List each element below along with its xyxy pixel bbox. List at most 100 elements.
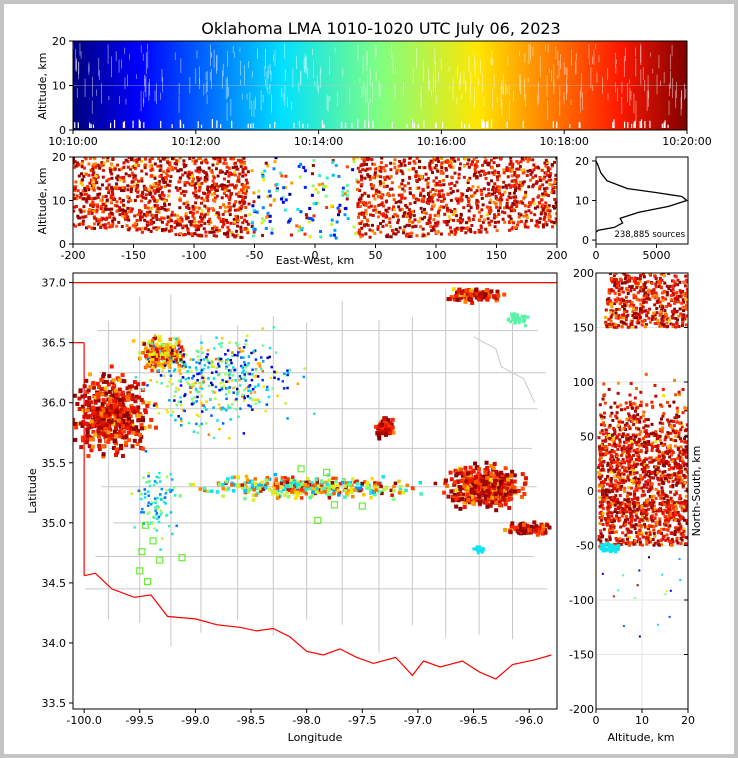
ew-source	[389, 235, 393, 239]
plan-source	[87, 372, 92, 377]
plan-source	[147, 342, 151, 346]
plan-source	[304, 480, 308, 485]
plan-source	[113, 403, 118, 408]
ew-source	[168, 161, 172, 165]
ew-source	[409, 234, 413, 238]
ew-source	[445, 206, 449, 210]
plan-source	[86, 388, 91, 393]
ew-source	[355, 187, 359, 191]
ew-source	[490, 219, 494, 223]
ew-source	[241, 198, 245, 202]
plan-source	[221, 486, 226, 491]
ew-source	[448, 182, 452, 186]
plan-source	[132, 426, 137, 431]
ew-source	[352, 225, 356, 229]
ew-source	[91, 200, 95, 204]
ew-source	[446, 192, 450, 196]
plan-source	[75, 402, 80, 407]
ew-source	[542, 217, 546, 221]
plan-source	[317, 490, 321, 494]
ew-source	[123, 215, 127, 219]
plan-source	[282, 387, 286, 390]
plan-source	[172, 360, 175, 364]
ew-source	[372, 176, 376, 180]
plan-source	[267, 487, 272, 492]
ew-source	[421, 217, 425, 221]
ew-source	[241, 174, 245, 178]
ew-source	[523, 225, 527, 229]
ew-source	[415, 234, 419, 238]
plan-source	[151, 346, 156, 350]
ew-source	[303, 232, 307, 236]
ew-source	[226, 225, 230, 229]
plan-source	[85, 427, 90, 432]
ew-source	[480, 192, 484, 196]
ew-source	[222, 161, 226, 165]
ew-source	[420, 210, 424, 214]
ew-source	[78, 216, 82, 220]
plan-source	[145, 480, 148, 484]
ew-source	[118, 176, 122, 180]
ew-source	[166, 157, 170, 160]
ew-source	[371, 194, 375, 198]
ew-source	[244, 192, 248, 196]
ew-source	[428, 161, 432, 165]
plan-source	[240, 356, 243, 359]
ew-source	[531, 158, 535, 162]
plan-source	[468, 465, 473, 470]
ew-source	[165, 223, 169, 227]
ew-source	[363, 215, 367, 219]
ew-source	[251, 234, 255, 238]
ew-source	[143, 218, 147, 222]
ew-source	[94, 174, 98, 178]
ew-source	[499, 157, 503, 160]
ew-source	[157, 157, 161, 161]
ew-source	[373, 173, 377, 177]
ew-source	[540, 205, 544, 209]
plan-source	[238, 378, 241, 382]
ew-source	[427, 218, 431, 222]
ew-source	[160, 191, 164, 195]
ew-source	[495, 175, 499, 179]
ew-source	[373, 231, 377, 235]
plan-source	[200, 410, 204, 413]
ew-source	[529, 178, 533, 182]
plan-source	[453, 480, 458, 485]
plan-source	[187, 382, 190, 386]
ew-source	[442, 205, 446, 209]
plan-source	[207, 377, 210, 380]
ew-source	[296, 207, 300, 211]
ew-source	[535, 180, 539, 184]
ew-source	[405, 205, 409, 209]
ew-source	[496, 209, 500, 213]
ew-source	[126, 206, 130, 210]
plan-source	[190, 398, 194, 401]
ew-source	[201, 191, 205, 195]
plan-source	[370, 476, 375, 481]
plan-source	[168, 342, 173, 347]
plan-source	[147, 362, 151, 367]
plan-source	[195, 361, 198, 364]
plan-source	[79, 445, 84, 450]
ew-source	[531, 197, 535, 201]
ew-source	[455, 180, 459, 184]
ew-source	[437, 193, 441, 197]
plan-source	[251, 498, 256, 502]
ew-source	[208, 217, 212, 221]
ew-source	[391, 215, 395, 219]
ew-source	[229, 157, 233, 161]
ew-source	[140, 179, 144, 183]
plan-source	[155, 505, 159, 508]
ew-source	[356, 166, 360, 170]
ew-source	[244, 178, 248, 182]
plan-source	[465, 485, 470, 490]
plan-source	[247, 385, 250, 389]
ew-source	[153, 162, 157, 166]
ew-source	[132, 158, 136, 162]
plan-source	[360, 481, 365, 486]
ew-source	[493, 182, 497, 186]
plan-source	[207, 384, 211, 388]
ew-source	[343, 213, 347, 217]
plan-source	[443, 478, 448, 483]
ew-source	[144, 186, 148, 190]
